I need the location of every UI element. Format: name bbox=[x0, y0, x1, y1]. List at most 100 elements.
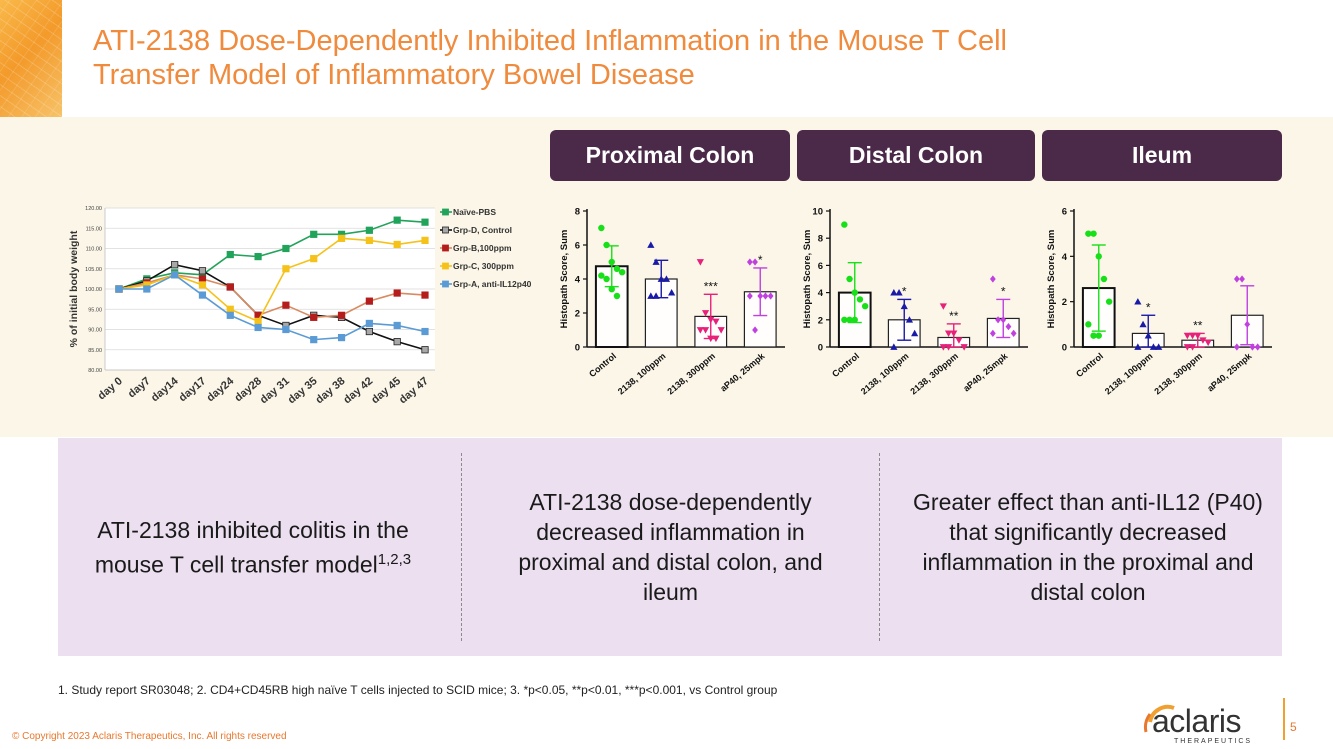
data-point bbox=[226, 305, 234, 313]
x-tick-label: day17 bbox=[177, 375, 209, 404]
data-point bbox=[950, 330, 958, 337]
x-tick-label: 2138, 300ppm bbox=[908, 351, 960, 397]
data-point bbox=[707, 335, 715, 343]
legend-entry: Grp-D, Control bbox=[453, 225, 512, 235]
slide-title-line2: Transfer Model of Inflammatory Bowel Dis… bbox=[93, 59, 695, 91]
summary-text-3: Greater effect than anti-IL12 (P40) that… bbox=[913, 489, 1263, 605]
significance-label: *** bbox=[704, 279, 718, 293]
summary-col-1: ATI-2138 inhibited colitis in the mouse … bbox=[88, 438, 418, 656]
summary-divider-2 bbox=[879, 453, 880, 641]
data-point bbox=[613, 265, 621, 272]
x-tick-label: aP40, 25mpk bbox=[718, 350, 767, 393]
slide-title-line1: ATI-2138 Dose-Dependently Inhibited Infl… bbox=[93, 25, 1007, 57]
data-point bbox=[944, 344, 953, 351]
data-point bbox=[1105, 298, 1113, 305]
x-tick-label: day 38 bbox=[314, 375, 348, 406]
x-tick-label: day 35 bbox=[286, 375, 320, 406]
data-point bbox=[1188, 344, 1197, 351]
y-tick-label: 0 bbox=[575, 343, 580, 354]
summary-refs: 1,2,3 bbox=[377, 550, 412, 568]
data-point bbox=[841, 221, 848, 228]
data-point bbox=[944, 330, 953, 337]
data-point bbox=[613, 292, 621, 300]
data-point bbox=[1144, 332, 1152, 339]
data-point bbox=[939, 303, 947, 310]
data-point bbox=[1085, 230, 1092, 237]
y-tick-label: 90.00 bbox=[88, 328, 102, 334]
data-point bbox=[712, 335, 720, 343]
y-tick-label: 110.00 bbox=[86, 247, 102, 253]
data-point bbox=[652, 292, 660, 299]
y-tick-label: 4 bbox=[575, 275, 581, 286]
header-proximal-colon: Proximal Colon bbox=[550, 130, 790, 181]
y-tick-label: 2 bbox=[575, 309, 580, 320]
data-point bbox=[171, 271, 179, 279]
data-point bbox=[1095, 253, 1102, 260]
x-tick-label: aP40, 25mpk bbox=[961, 350, 1010, 393]
data-point bbox=[846, 316, 853, 323]
x-tick-label: day7 bbox=[126, 375, 153, 400]
data-point bbox=[198, 267, 207, 275]
data-point bbox=[1233, 275, 1240, 283]
slide-title: ATI-2138 Dose-Dependently Inhibited Infl… bbox=[93, 24, 1243, 92]
x-tick-label: day14 bbox=[149, 375, 181, 405]
data-point bbox=[841, 316, 848, 323]
data-point bbox=[1134, 298, 1142, 305]
aclaris-logo: aclaris THERAPEUTICS bbox=[1140, 700, 1250, 748]
data-point bbox=[421, 346, 429, 354]
data-point bbox=[198, 291, 207, 299]
x-tick-label: Control bbox=[830, 351, 861, 379]
significance-label: ** bbox=[949, 309, 959, 323]
corner-decoration bbox=[0, 0, 62, 118]
summary-col-2: ATI-2138 dose-dependently decreased infl… bbox=[493, 438, 848, 656]
data-point bbox=[282, 301, 290, 309]
data-point bbox=[310, 313, 318, 321]
summary-col-3: Greater effect than anti-IL12 (P40) that… bbox=[913, 438, 1263, 656]
y-tick-label: 2 bbox=[818, 315, 823, 326]
logo-sub: THERAPEUTICS bbox=[1174, 738, 1253, 745]
data-point bbox=[851, 289, 858, 296]
data-point bbox=[1244, 320, 1251, 328]
data-point bbox=[1149, 343, 1158, 350]
data-point bbox=[752, 258, 758, 266]
data-point bbox=[365, 226, 373, 234]
data-point bbox=[1134, 343, 1142, 350]
data-point bbox=[337, 311, 346, 319]
data-point bbox=[856, 296, 864, 303]
data-point bbox=[960, 344, 968, 351]
data-point bbox=[393, 289, 401, 297]
data-point bbox=[393, 338, 401, 346]
data-point bbox=[762, 292, 769, 300]
x-tick-label: 2138, 300ppm bbox=[1152, 351, 1204, 397]
data-point bbox=[1188, 332, 1197, 340]
summary-text-1: ATI-2138 inhibited colitis in the mouse … bbox=[94, 516, 409, 578]
data-point bbox=[1199, 337, 1207, 344]
data-point bbox=[657, 275, 665, 282]
data-point bbox=[1010, 329, 1017, 337]
data-point bbox=[1239, 275, 1245, 283]
data-point bbox=[767, 292, 774, 300]
y-tick-label: 85.00 bbox=[88, 348, 102, 354]
distal-colon-bar-chart: Histopath Score, Sum 0 2 4 6 8 10 Control * 2138,… bbox=[802, 207, 1028, 397]
data-point bbox=[652, 258, 660, 265]
x-tick-label: day 42 bbox=[341, 375, 375, 406]
data-point bbox=[115, 285, 123, 293]
data-point bbox=[757, 292, 764, 300]
y-tick-label: 4 bbox=[818, 288, 824, 299]
data-point bbox=[282, 265, 290, 273]
data-point bbox=[1183, 344, 1191, 351]
data-point bbox=[365, 319, 373, 328]
y-tick-label: 100.00 bbox=[85, 287, 102, 293]
data-point bbox=[989, 275, 996, 283]
y-tick-label: 6 bbox=[575, 241, 580, 252]
data-point bbox=[851, 316, 858, 323]
legend-entry: Grp-A, anti-IL12p40 bbox=[453, 279, 532, 289]
logo-divider bbox=[1283, 698, 1285, 740]
summary-divider-1 bbox=[461, 453, 462, 641]
data-point bbox=[668, 289, 676, 296]
data-point bbox=[895, 289, 903, 296]
data-point bbox=[662, 275, 671, 282]
data-point bbox=[752, 326, 758, 334]
y-tick-label: 4 bbox=[1062, 252, 1068, 263]
